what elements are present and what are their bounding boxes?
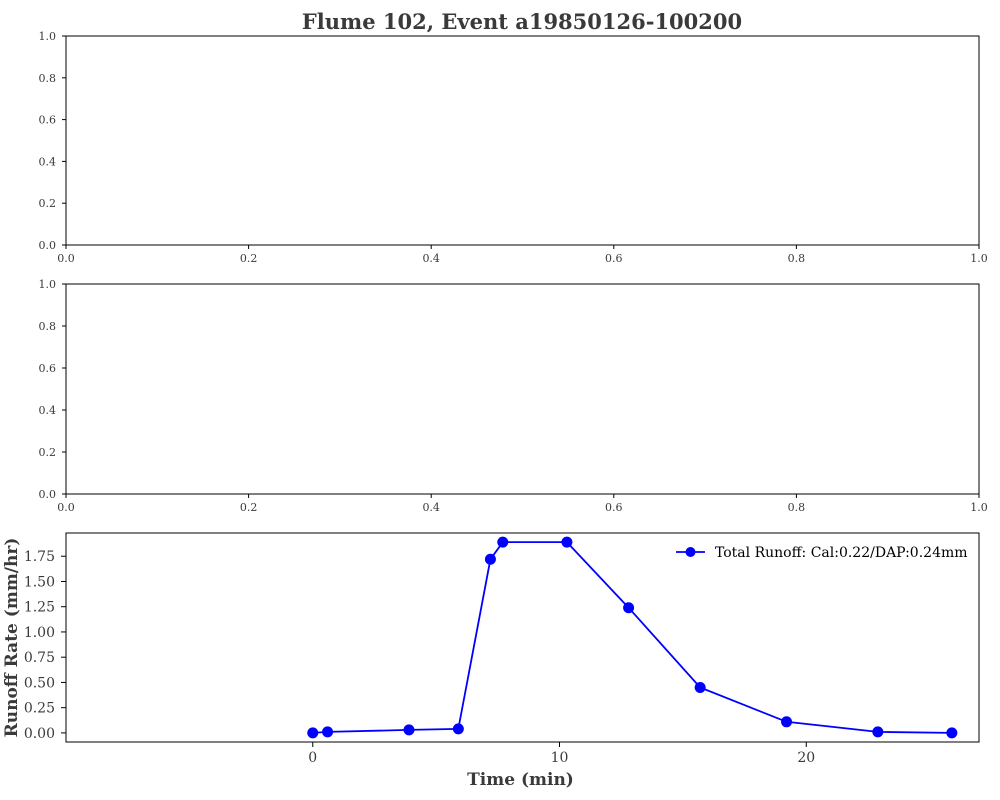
- x-tick-label: 0.8: [788, 501, 806, 514]
- y-tick-label: 0.00: [24, 726, 55, 742]
- legend-marker: [685, 547, 696, 557]
- data-point: [623, 602, 635, 614]
- y-tick-label: 1.00: [24, 625, 55, 641]
- y-tick-label: 1.75: [24, 549, 55, 565]
- y-tick-label: 0.25: [24, 701, 55, 717]
- y-axis-label: Runoff Rate (mm/hr): [2, 538, 22, 738]
- y-tick-label: 0.75: [24, 650, 55, 666]
- data-point: [561, 536, 573, 548]
- y-tick-label: 0.4: [39, 404, 57, 417]
- x-axis-label: Time (min): [467, 770, 574, 790]
- y-tick-label: 0.0: [39, 239, 57, 252]
- x-tick-label: 0.4: [422, 252, 440, 265]
- axes-bottom: 0 10 20 0.00 0.25 0.50 0.75 1.00 1.25 1.50 1.75 Tim…: [2, 532, 980, 790]
- x-tick-label: 1.0: [970, 501, 988, 514]
- legend: Total Runoff: Cal:0.22/DAP:0.24mm: [676, 545, 968, 561]
- data-point: [694, 681, 706, 693]
- legend-label: Total Runoff: Cal:0.22/DAP:0.24mm: [715, 545, 968, 561]
- y-tick-label: 1.0: [39, 278, 57, 291]
- data-point: [322, 726, 334, 738]
- series-line: [312, 541, 952, 734]
- axes-frame: [65, 283, 980, 495]
- axes-frame: [65, 532, 980, 743]
- x-tick-label: 20: [797, 750, 815, 766]
- y-tick-label: 1.50: [24, 574, 55, 590]
- y-tick-label: 0.8: [39, 320, 57, 333]
- data-point: [497, 536, 509, 548]
- x-tick-label: 0.0: [57, 501, 75, 514]
- x-tick-label: 0.4: [422, 501, 440, 514]
- y-tick-label: 0.2: [39, 197, 57, 210]
- y-tick-label: 0.50: [24, 675, 55, 691]
- x-tick-label: 10: [551, 750, 569, 766]
- y-tick-label: 0.2: [39, 446, 57, 459]
- chart-panels: 0.0 0.2 0.4 0.6 0.8 1.00.00.20.40.60.81.00.0 0…: [2, 30, 988, 790]
- axes-top: 0.0 0.2 0.4 0.6 0.8 1.0 0.0 0.2 0.4 0.6 0.8 1.0: [39, 30, 988, 265]
- data-point: [946, 727, 958, 739]
- axes-frame: [65, 35, 980, 246]
- y-tick-label: 0.6: [39, 362, 57, 375]
- x-tick-label: 0.2: [240, 501, 258, 514]
- x-tick-label: 0.6: [605, 252, 623, 265]
- x-tick-label: 1.0: [970, 252, 988, 265]
- y-tick-label: 0.8: [39, 72, 57, 85]
- x-tick-label: 0.0: [57, 252, 75, 265]
- y-tick-label: 0.6: [39, 114, 57, 127]
- x-tick-label: 0: [308, 750, 317, 766]
- data-point: [872, 726, 884, 738]
- y-tick-label: 0.4: [39, 155, 57, 168]
- data-point: [781, 716, 793, 728]
- data-point: [403, 724, 415, 736]
- data-point: [484, 553, 496, 565]
- y-tick-label: 1.25: [24, 600, 55, 616]
- data-point: [307, 727, 319, 739]
- x-tick-label: 0.6: [605, 501, 623, 514]
- axes-middle: 0.0 0.2 0.4 0.6 0.8 1.0 0.0 0.2 0.4 0.6 0.8 1.0: [39, 278, 988, 514]
- y-tick-label: 1.0: [39, 30, 57, 43]
- x-tick-label: 0.8: [788, 252, 806, 265]
- x-tick-label: 0.2: [240, 252, 258, 265]
- y-tick-label: 0.0: [39, 488, 57, 501]
- data-point: [452, 723, 464, 735]
- figure-title: Flume 102, Event a19850126-100200: [302, 9, 742, 34]
